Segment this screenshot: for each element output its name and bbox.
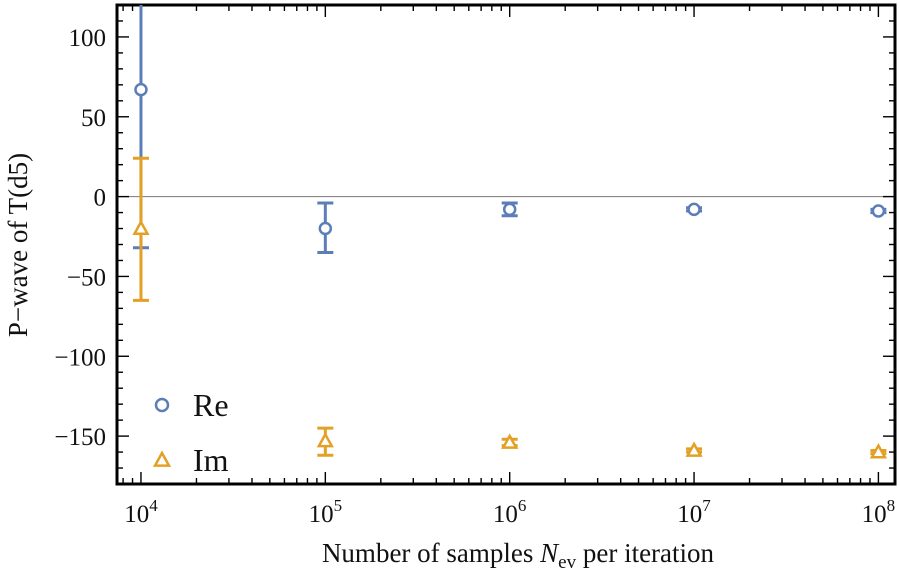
x-tick-label: 108 (862, 496, 896, 528)
point-re (318, 221, 333, 236)
x-ticks-group: 104 105 106 107 108 (122, 5, 896, 528)
x-tick-label: 104 (124, 496, 158, 528)
x-tick-base: 10 (862, 501, 887, 528)
x-axis-title-suffix: per iteration (576, 538, 714, 568)
y-tick-label: 0 (94, 185, 107, 212)
y-tick-label: 50 (81, 105, 106, 132)
legend-label-im: Im (193, 442, 229, 478)
point-re (134, 82, 148, 97)
point-re (687, 202, 701, 217)
x-tick-label: 107 (677, 496, 711, 528)
point-im (132, 219, 150, 235)
x-tick-base: 10 (677, 501, 702, 528)
x-tick-exponent: 8 (887, 496, 896, 515)
legend-marker-im (152, 450, 172, 467)
point-im (316, 431, 334, 448)
point-im (501, 433, 519, 449)
x-tick-exponent: 7 (702, 496, 711, 515)
y-tick-label: −50 (67, 264, 106, 291)
x-axis-title-prefix: Number of samples (322, 538, 540, 568)
point-re (502, 202, 517, 217)
legend-label-re: Re (193, 387, 229, 423)
legend-group: Re Im (152, 387, 229, 478)
x-tick-exponent: 4 (149, 496, 158, 515)
legend-marker-re (154, 397, 170, 413)
x-tick-base: 10 (493, 501, 518, 528)
x-tick-label: 106 (493, 496, 527, 528)
y-tick-label: −100 (54, 344, 106, 371)
x-axis-title-sub: ev (558, 552, 576, 572)
point-re (871, 204, 886, 218)
x-axis-title: Number of samples Nev per iteration (322, 538, 715, 572)
y-axis-title: P−wave of T(d5) (3, 153, 33, 337)
plot-frame (115, 3, 897, 486)
x-tick-base: 10 (124, 501, 149, 528)
y-tick-label: −150 (54, 424, 106, 451)
x-tick-exponent: 6 (518, 496, 527, 515)
x-tick-base: 10 (309, 501, 334, 528)
x-tick-exponent: 5 (334, 496, 343, 515)
x-tick-label: 105 (309, 496, 343, 528)
y-tick-label: 100 (69, 25, 107, 52)
point-im (685, 441, 703, 457)
y-ticks-group: 100 50 0 −50 −100 −150 (54, 4, 895, 485)
point-im (869, 442, 888, 459)
x-axis-title-var: N (539, 538, 560, 568)
series-group (132, 5, 888, 459)
